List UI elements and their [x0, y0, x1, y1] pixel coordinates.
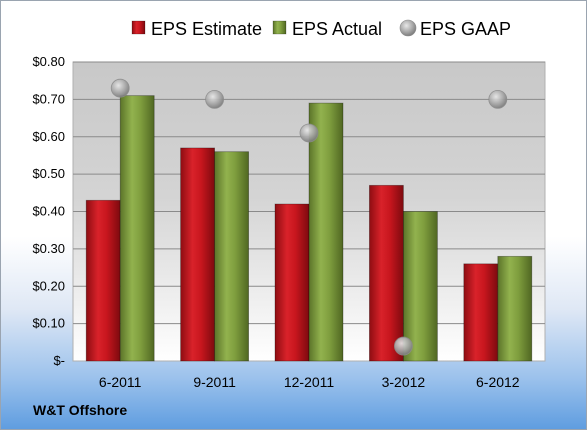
y-tick-label: $0.80: [32, 54, 65, 69]
y-tick-label: $0.30: [32, 241, 65, 256]
x-tick-label: 6-2012: [476, 374, 520, 390]
eps-estimate-bar: [180, 147, 216, 362]
eps-estimate-bar: [274, 203, 310, 362]
y-tick-label: $0.40: [32, 204, 65, 219]
y-tick-label: $0.70: [32, 91, 65, 106]
eps-gaap-marker: [299, 123, 319, 143]
y-tick-label: $0.60: [32, 129, 65, 144]
y-axis-ticks: $- $0.10 $0.20 $0.30 $0.40 $0.50 $0.60 $0.70 $0.…: [32, 54, 65, 368]
legend-label: EPS GAAP: [420, 19, 511, 39]
legend-swatch: [399, 19, 417, 37]
x-tick-label: 12-2011: [284, 374, 335, 390]
y-tick-label: $0.20: [32, 278, 65, 293]
y-tick-label: $-: [53, 353, 65, 368]
eps-actual-bar: [308, 102, 344, 362]
y-tick-label: $0.10: [32, 316, 65, 331]
eps-estimate-bar: [463, 263, 499, 362]
legend-label: EPS Estimate: [151, 19, 262, 39]
x-tick-label: 9-2011: [193, 374, 236, 390]
legend-swatch: [272, 20, 287, 35]
bars: [85, 95, 533, 362]
eps-gaap-marker: [110, 78, 130, 98]
eps-estimate-bar: [368, 184, 404, 362]
eps-actual-bar: [497, 255, 533, 362]
y-tick-label: $0.50: [32, 166, 65, 181]
eps-estimate-bar: [85, 199, 121, 362]
company-label: W&T Offshore: [33, 402, 128, 418]
legend-item-eps-actual: EPS Actual: [272, 19, 382, 39]
eps-actual-bar: [402, 211, 438, 362]
legend-item-eps-estimate: EPS Estimate: [131, 19, 262, 39]
eps-actual-bar: [214, 151, 250, 362]
x-tick-label: 6-2011: [99, 374, 142, 390]
legend-label: EPS Actual: [292, 19, 382, 39]
eps-gaap-marker: [488, 89, 508, 109]
x-tick-label: 3-2012: [382, 374, 426, 390]
eps-gaap-marker: [205, 89, 225, 109]
legend-item-eps-gaap: EPS GAAP: [399, 19, 511, 39]
legend-swatch: [131, 20, 146, 35]
x-axis-ticks: 6-2011 9-2011 12-2011 3-2012 6-2012: [99, 374, 520, 390]
gaap-markers: [110, 78, 508, 356]
legend: EPS Estimate EPS Actual EPS GAAP: [131, 19, 511, 39]
eps-gaap-marker: [393, 336, 413, 356]
eps-actual-bar: [119, 95, 155, 362]
